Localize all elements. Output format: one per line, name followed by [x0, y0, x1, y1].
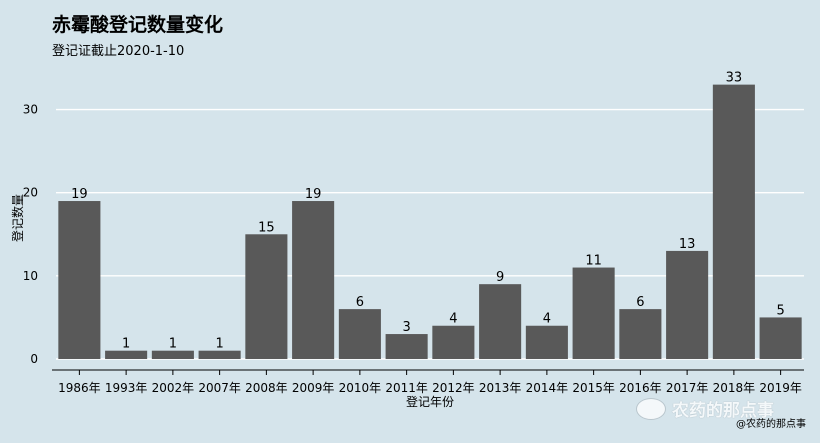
bar [245, 234, 288, 359]
bar [712, 84, 755, 359]
bars [58, 84, 802, 359]
watermark-logo-text: 农药的那点事 [672, 401, 774, 421]
bar [338, 309, 381, 359]
y-tick-label: 10 [23, 269, 38, 283]
y-axis-title: 登记数量 [10, 194, 25, 242]
x-tick-label: 2017年 [666, 381, 709, 395]
bar-value-label: 4 [543, 312, 551, 327]
x-tick-label: 2016年 [619, 381, 662, 395]
axes [52, 369, 804, 375]
y-tick-label: 20 [23, 186, 38, 200]
chart-subtitle: 登记证截止2020-1-10 [52, 44, 185, 59]
x-tick-label: 1993年 [105, 381, 148, 395]
bar-value-label: 19 [305, 187, 322, 202]
x-tick-label: 2010年 [339, 381, 382, 395]
bar [385, 334, 428, 359]
bar-value-label: 1 [215, 337, 223, 352]
x-axis-title: 登记年份 [406, 394, 454, 409]
watermark-credit: @农药的那点事 [736, 419, 806, 430]
x-tick-label: 2002年 [152, 381, 195, 395]
bar-value-label: 4 [449, 312, 457, 327]
bar-value-label: 13 [679, 237, 696, 252]
bar [292, 201, 335, 359]
bar-value-label: 1 [169, 337, 177, 352]
bar [572, 267, 615, 359]
bar-value-label: 5 [776, 303, 784, 318]
bar [151, 350, 194, 359]
bar [105, 350, 148, 359]
y-tick-label: 30 [23, 103, 38, 117]
bar-value-label: 19 [71, 187, 88, 202]
x-tick-label: 2013年 [479, 381, 522, 395]
x-tick-label: 2018年 [713, 381, 756, 395]
bar [198, 350, 241, 359]
x-tick-label: 2008年 [245, 381, 288, 395]
bar-value-label: 6 [636, 295, 644, 310]
bar [432, 325, 475, 359]
x-tick-label: 2012年 [432, 381, 475, 395]
x-tick-label: 2014年 [526, 381, 569, 395]
bar [58, 201, 101, 359]
bar-value-label: 3 [402, 320, 410, 335]
bar [479, 284, 522, 359]
bar [525, 325, 568, 359]
labels: 0 10 20 30 19 1986年 1 1993年 1 2002年 1 2007年 15 2008年 1… [23, 71, 802, 395]
bar-value-label: 1 [122, 337, 130, 352]
x-tick-label: 2015年 [572, 381, 615, 395]
bar [619, 309, 662, 359]
bar-value-label: 15 [258, 220, 275, 235]
bar-value-label: 9 [496, 270, 504, 285]
x-tick-label: 2019年 [759, 381, 802, 395]
x-tick-label: 2007年 [198, 381, 241, 395]
bar [759, 317, 802, 359]
chart-title: 赤霉酸登记数量变化 [52, 14, 224, 36]
x-tick-label: 1986年 [58, 381, 101, 395]
bar-value-label: 11 [585, 254, 602, 269]
x-tick-label: 2011年 [385, 381, 428, 395]
wechat-icon [636, 397, 666, 420]
watermark-logo: 农药的那点事 [636, 396, 774, 421]
bar [666, 250, 709, 359]
bar-value-label: 33 [726, 71, 743, 86]
y-tick-label: 0 [30, 352, 38, 366]
x-tick-label: 2009年 [292, 381, 335, 395]
bar-value-label: 6 [356, 295, 364, 310]
